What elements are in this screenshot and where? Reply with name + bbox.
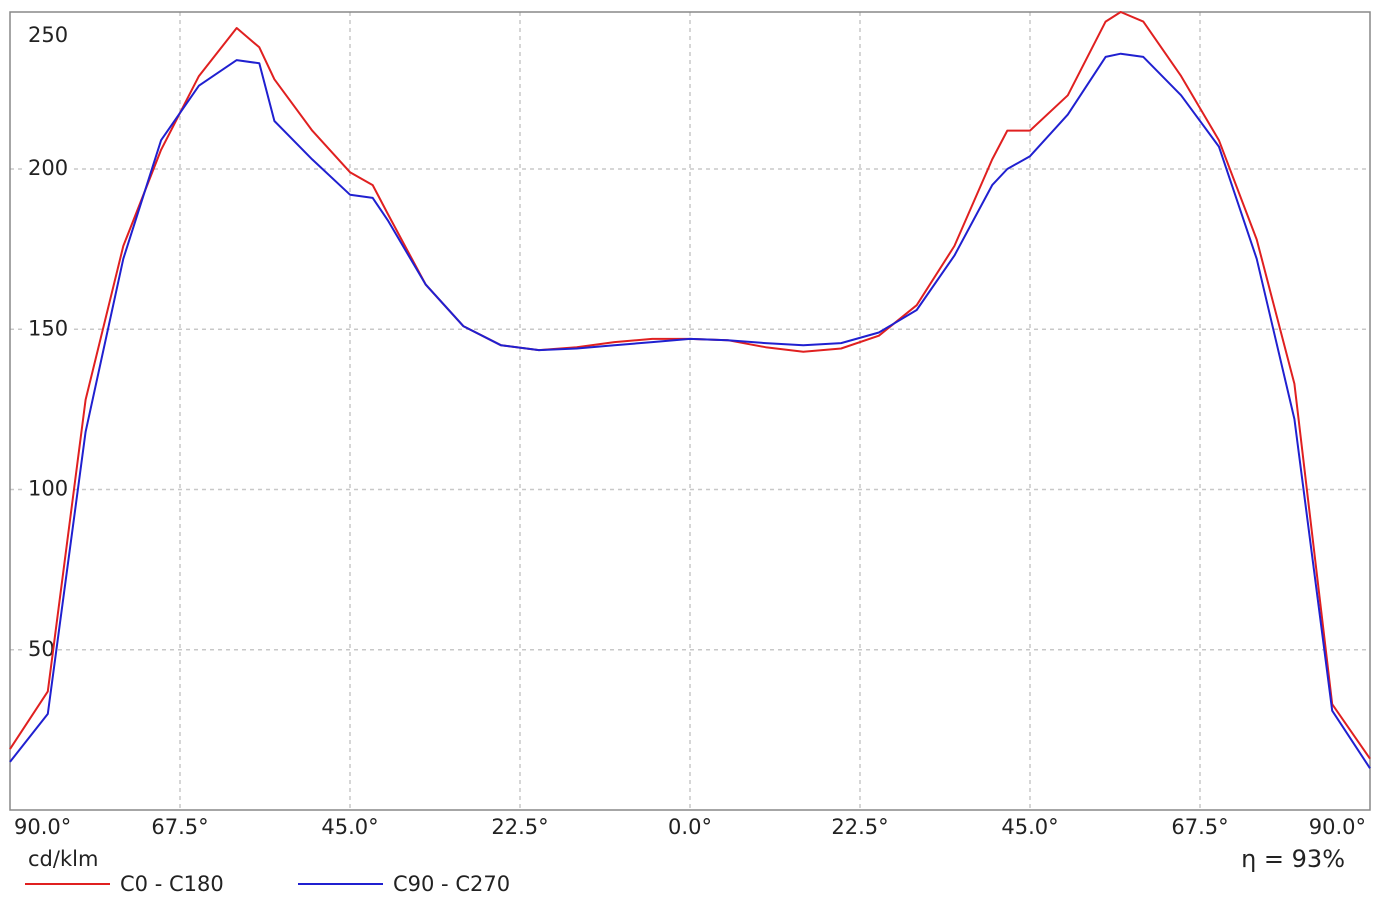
data-line <box>9 52 1371 769</box>
legend-label: C90 - C270 <box>393 872 510 896</box>
x-tick-label: 45.0° <box>1001 815 1058 839</box>
y-tick-label: 150 <box>28 316 68 340</box>
y-tick-label-bg <box>26 316 71 341</box>
y-unit-label: cd/klm <box>28 847 98 871</box>
x-tick-label: 67.5° <box>151 815 208 839</box>
legend-label: C0 - C180 <box>120 872 224 896</box>
y-tick-label: 50 <box>28 637 55 661</box>
y-tick-label-bg <box>26 476 71 501</box>
y-tick-label-bg <box>26 156 71 181</box>
plot-border <box>9 11 1371 811</box>
y-tick-label: 250 <box>28 23 68 47</box>
x-tick-label: 90.0° <box>1309 815 1366 839</box>
x-tick-label: 45.0° <box>321 815 378 839</box>
y-tick-label-bg <box>26 23 71 47</box>
y-tick-label: 100 <box>28 477 68 501</box>
x-tick-label: 0.0° <box>668 815 712 839</box>
x-tick-label: 67.5° <box>1171 815 1228 839</box>
x-tick-label: 22.5° <box>491 815 548 839</box>
x-tick-label: 22.5° <box>831 815 888 839</box>
annotation: η = 93% <box>1241 845 1345 873</box>
y-tick-label: 200 <box>28 156 68 180</box>
x-tick-label: 90.0° <box>14 815 71 839</box>
